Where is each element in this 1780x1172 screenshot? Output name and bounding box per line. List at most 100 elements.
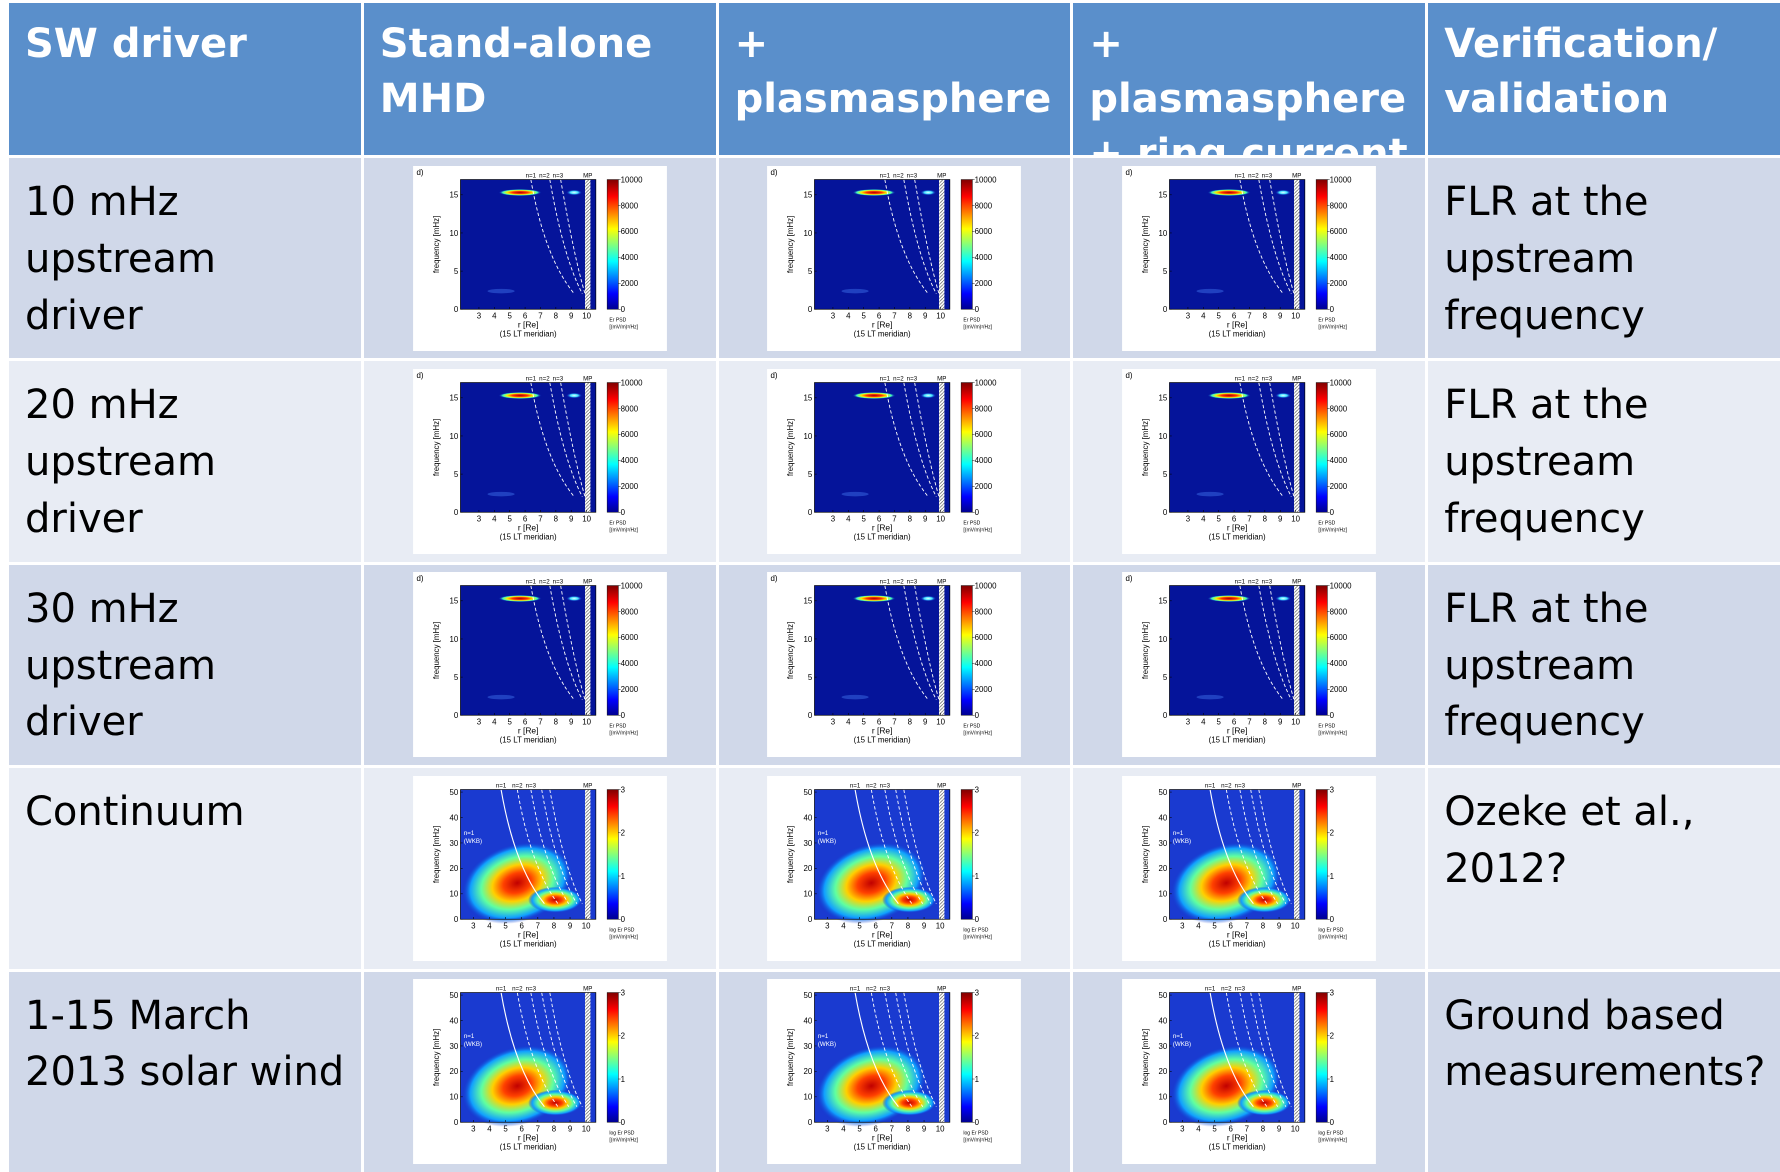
colorbar-tick-label: 3 (1330, 785, 1335, 794)
colorbar-tick-label: 2000 (1330, 686, 1348, 695)
x-tick-label: 9 (1278, 514, 1282, 523)
y-tick-label: 15 (1159, 597, 1168, 606)
validation-cell: FLR at the upstream frequency (1428, 158, 1780, 359)
x-tick-label: 7 (538, 718, 542, 727)
heatmap-peak (1207, 188, 1251, 196)
mode-curve (516, 992, 558, 1108)
plot-frame (459, 789, 596, 920)
x-axis-sublabel: (15 LT meridian) (854, 939, 911, 948)
heatmap-background (814, 382, 951, 513)
y-axis-label: frequency [mHz] (1141, 1029, 1150, 1086)
mode-label: n=1 (880, 579, 891, 586)
mode-curve (500, 992, 545, 1108)
colorbar-tick-label: 10000 (975, 378, 998, 387)
x-axis-label: r [Re] (1227, 319, 1248, 329)
wkb-label: n=1 (464, 830, 475, 837)
x-axis-label: r [Re] (872, 726, 893, 736)
mode-curve (1209, 789, 1255, 904)
mode-label: n=1 (850, 782, 861, 789)
validation-cell: FLR at the upstream frequency (1428, 361, 1780, 562)
x-tick-label: 4 (847, 311, 852, 320)
x-tick-label: 10 (582, 718, 591, 727)
x-axis-sublabel: (15 LT meridian) (499, 329, 556, 338)
x-tick-label: 7 (535, 921, 539, 930)
plot-area (1169, 789, 1306, 924)
x-tick-label: 3 (476, 514, 481, 523)
mode-curve (884, 382, 930, 498)
x-tick-label: 3 (476, 718, 481, 727)
mode-label: n=2 (894, 375, 905, 382)
mode-label: MP (938, 579, 947, 586)
colorbar-label: Er PSD (964, 521, 981, 527)
colorbar-tick-label: 2 (620, 828, 624, 837)
figure-cell: 3 4 5 6 7 8 9 10 0 5 10 15 frequency [mHz] r [Re] (15 … (363, 361, 716, 562)
plot-frame (814, 382, 951, 513)
colorbar-tick-label: 8000 (1330, 404, 1348, 413)
x-tick-label: 9 (1278, 718, 1282, 727)
colorbar-tick-label: 0 (1330, 508, 1335, 517)
x-tick-label: 5 (503, 1125, 508, 1134)
y-tick-label: 10 (804, 432, 813, 441)
y-tick-label: 20 (804, 864, 813, 873)
colorbar-label: [(mV/m)²/Hz] (609, 934, 638, 940)
colorbar-tick-label: 3 (975, 989, 980, 998)
colorbar-tick-label: 8000 (620, 404, 638, 413)
x-tick-label: 3 (1180, 921, 1185, 930)
x-tick-label: 7 (538, 311, 542, 320)
plot-area (1169, 585, 1306, 716)
header-cell: + plasmasphere + ring current (1073, 3, 1426, 155)
colorbar-label: [(mV/m)²/Hz] (609, 324, 638, 330)
y-tick-label: 10 (1159, 1093, 1168, 1102)
x-axis-sublabel: (15 LT meridian) (854, 1143, 911, 1152)
x-tick-label: 7 (1248, 514, 1252, 523)
colorbar-tick-label: 4000 (1330, 456, 1348, 465)
colorbar-tick-label: 4000 (620, 456, 638, 465)
x-tick-label: 9 (568, 921, 572, 930)
y-tick-label: 0 (1163, 1118, 1168, 1127)
x-tick-label: 6 (523, 718, 528, 727)
x-axis-sublabel: (15 LT meridian) (854, 329, 911, 338)
colorbar-label: [(mV/m)²/Hz] (964, 934, 993, 940)
x-tick-label: 10 (937, 311, 946, 320)
x-tick-label: 6 (877, 311, 882, 320)
figure-cell: 3 4 5 6 7 8 9 10 0 10 20 30 40 50 frequency [mHz] r [Re… (363, 971, 716, 1172)
colorbar-tick-label: 2 (975, 828, 979, 837)
x-tick-label: 7 (1245, 1125, 1249, 1134)
x-tick-label: 6 (1232, 514, 1237, 523)
mode-label: n=2 (1248, 579, 1259, 586)
colorbar-label: [(mV/m)²/Hz] (964, 731, 993, 737)
x-axis-sublabel: (15 LT meridian) (1209, 532, 1266, 541)
x-tick-label: 7 (890, 921, 894, 930)
panel-label: d) (416, 575, 423, 584)
colorbar-tick-label: 8000 (975, 608, 993, 617)
mode-curve (530, 585, 575, 701)
colorbar-tick-label: 10000 (620, 378, 643, 387)
magnetopause-band (939, 382, 945, 513)
heatmap-faint (842, 288, 870, 294)
colorbar-tick-label: 4000 (620, 660, 638, 669)
heatmap-peak (920, 596, 937, 602)
x-axis-label: r [Re] (872, 1133, 893, 1143)
x-tick-label: 5 (1217, 311, 1222, 320)
validation-cell: Ozeke et al., 2012? (1428, 768, 1780, 969)
colorbar (606, 585, 619, 716)
colorbar-tick-label: 6000 (620, 634, 638, 643)
x-tick-label: 6 (874, 921, 879, 930)
heatmap-faint (1196, 491, 1224, 497)
validation-cell: Ground based measurements? (1428, 971, 1780, 1172)
x-tick-label: 4 (492, 311, 497, 320)
x-tick-label: 8 (551, 921, 556, 930)
x-tick-label: 8 (1261, 921, 1266, 930)
mode-curve (884, 179, 930, 294)
x-tick-label: 9 (1278, 311, 1282, 320)
heatmap-peak (565, 189, 582, 196)
mode-curve (1258, 179, 1292, 294)
x-axis-sublabel: (15 LT meridian) (854, 532, 911, 541)
mode-label: n=1 (525, 172, 536, 179)
header-cell: + plasmasphere (718, 3, 1071, 155)
y-tick-label: 40 (804, 1017, 813, 1026)
panel-label: d) (1126, 168, 1133, 177)
mode-curve (1239, 179, 1284, 294)
colorbar-tick-label: 8000 (1330, 608, 1348, 617)
